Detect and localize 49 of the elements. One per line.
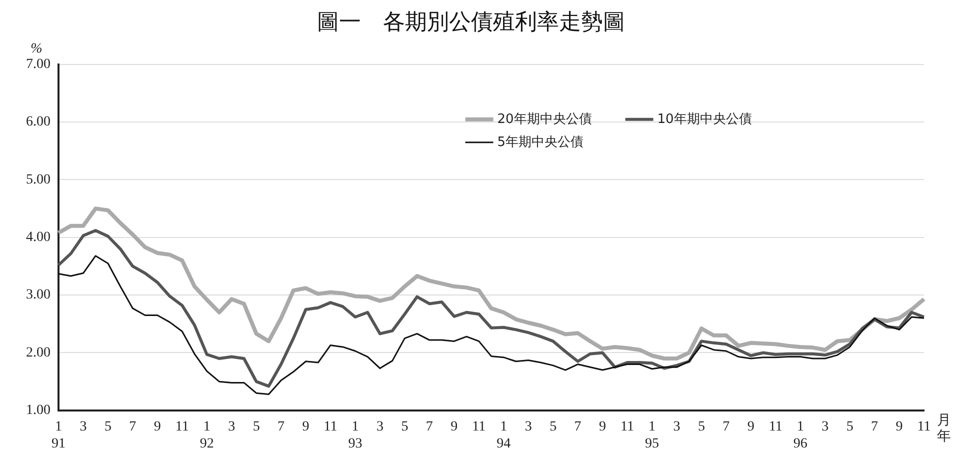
x-tick-label: 5 xyxy=(252,419,260,434)
y-axis-title: % xyxy=(30,41,42,56)
x-tick-label: 5 xyxy=(104,419,112,434)
x-tick-label: 7 xyxy=(426,419,433,434)
x-tick-label: 7 xyxy=(722,419,730,434)
x-tick-label: 11 xyxy=(768,419,782,434)
chart-title: 圖一 各期別公債殖利率走勢圖 xyxy=(317,10,625,35)
x-tick-label: 3 xyxy=(524,419,532,434)
x-tick-label: 1 94 xyxy=(496,419,511,452)
legend-label: 5年期中央公債 xyxy=(497,134,584,150)
x-tick-label: 3 xyxy=(822,419,829,434)
legend-label: 20年期中央公債 xyxy=(497,112,592,127)
x-tick-label: 1 96 xyxy=(793,419,808,452)
x-tick-label: 11 xyxy=(324,419,338,434)
x-tick-label: 5 xyxy=(698,419,705,434)
x-tick-label: 7 xyxy=(871,419,878,434)
y-tick-label: 2.00 xyxy=(26,345,50,360)
x-tick-label: 5 xyxy=(550,419,557,434)
y-tick-label: 5.00 xyxy=(26,172,50,188)
x-tick-label: 3 xyxy=(376,419,384,434)
x-tick-label: 9 xyxy=(599,419,606,434)
x-tick-label: 9 xyxy=(896,419,903,434)
x-tick-label: 3 xyxy=(228,419,236,434)
y-tick-label: 1.00 xyxy=(26,403,50,418)
x-tick-label: 7 xyxy=(278,419,285,434)
x-tick-label: 11 xyxy=(620,419,634,434)
x-axis-title: 月年 xyxy=(937,412,951,444)
x-tick-label: 9 xyxy=(154,419,161,434)
x-tick-label: 1 92 xyxy=(200,419,214,452)
x-tick-label: 3 xyxy=(673,419,680,434)
legend-label: 10年期中央公債 xyxy=(657,112,752,127)
x-tick-label: 11 xyxy=(175,419,189,434)
x-tick-label: 11 xyxy=(472,419,486,434)
y-tick-label: 7.00 xyxy=(26,57,50,72)
y-tick-label: 3.00 xyxy=(26,288,50,303)
x-tick-label: 7 xyxy=(129,419,136,434)
x-tick-label: 5 xyxy=(401,419,408,434)
y-tick-label: 6.00 xyxy=(26,114,50,130)
x-tick-label: 1 93 xyxy=(348,419,362,452)
x-tick-label: 11 xyxy=(917,419,931,434)
x-tick-label: 5 xyxy=(846,419,854,434)
y-tick-label: 4.00 xyxy=(26,230,50,246)
x-tick-label: 9 xyxy=(302,419,310,434)
x-tick-label: 9 xyxy=(747,419,754,434)
x-tick-label: 9 xyxy=(450,419,458,434)
x-tick-label: 1 91 xyxy=(52,419,66,452)
x-tick-label: 3 xyxy=(80,419,87,434)
x-tick-label: 7 xyxy=(574,419,582,434)
x-tick-label: 1 95 xyxy=(644,419,659,452)
